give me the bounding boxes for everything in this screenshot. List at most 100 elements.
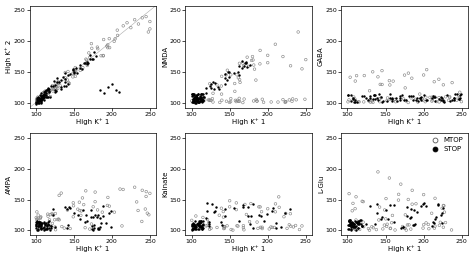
Point [106,204,113,208]
Point [83,60,91,64]
Point [108,224,115,229]
Point [435,95,443,100]
Point [354,222,362,226]
Point [36,96,44,100]
Point [349,95,356,100]
Point [46,87,53,91]
Point [368,99,376,103]
Point [448,228,456,232]
Point [62,70,69,75]
Point [34,228,41,232]
Point [348,209,356,213]
Point [429,94,437,98]
Point [83,62,91,66]
Point [36,220,43,224]
Point [283,226,291,230]
Point [356,221,363,225]
Point [269,206,277,210]
Point [221,225,228,229]
Point [432,215,440,219]
Point [296,228,303,232]
Point [69,68,77,72]
Point [211,81,219,85]
Point [236,61,243,66]
Point [344,100,352,104]
Point [346,218,353,222]
Point [253,99,261,103]
Point [194,96,202,101]
Point [37,96,45,100]
Point [64,223,72,228]
Point [40,90,48,94]
Point [430,226,438,230]
Point [350,222,357,226]
Point [362,96,370,100]
Point [57,85,64,89]
Point [96,225,103,229]
Point [199,215,207,220]
Point [258,209,265,214]
Point [220,224,228,229]
Point [220,226,228,230]
Point [285,223,293,227]
Point [253,97,260,101]
Point [439,99,447,103]
Point [442,221,449,225]
Point [347,99,355,103]
Point [253,99,261,103]
Point [226,205,234,209]
Point [347,220,355,224]
Point [358,224,366,228]
Point [53,88,60,92]
Point [189,99,197,103]
Point [346,221,354,225]
Point [116,187,124,191]
Point [356,100,363,104]
Point [365,227,372,231]
Point [38,226,46,230]
Point [282,100,289,104]
Point [400,98,408,102]
Point [202,91,210,95]
Point [395,192,402,196]
Point [407,227,415,231]
Point [243,65,250,69]
Point [231,89,238,93]
Point [192,95,200,99]
Point [41,90,49,94]
Point [207,98,215,102]
Point [431,196,439,200]
Point [131,185,138,189]
Point [405,223,413,227]
Point [47,224,55,229]
Point [188,218,195,222]
Point [453,98,461,102]
Point [45,90,53,94]
Point [384,217,392,221]
Point [203,223,211,228]
Point [252,78,260,82]
Point [272,221,280,225]
Point [110,210,118,214]
Point [90,228,97,232]
Point [47,224,55,228]
Point [39,95,46,99]
Point [37,99,45,103]
Point [433,100,440,104]
Point [197,219,205,223]
Point [389,96,396,101]
Point [192,224,200,229]
Point [350,221,357,225]
Point [386,203,394,207]
Point [33,100,40,104]
Point [369,70,376,74]
Point [32,216,40,220]
Point [438,211,446,215]
Point [212,205,220,209]
Point [190,97,197,101]
Point [146,19,154,23]
Point [420,223,428,227]
Point [32,220,40,224]
Point [36,98,44,102]
Point [94,213,102,217]
